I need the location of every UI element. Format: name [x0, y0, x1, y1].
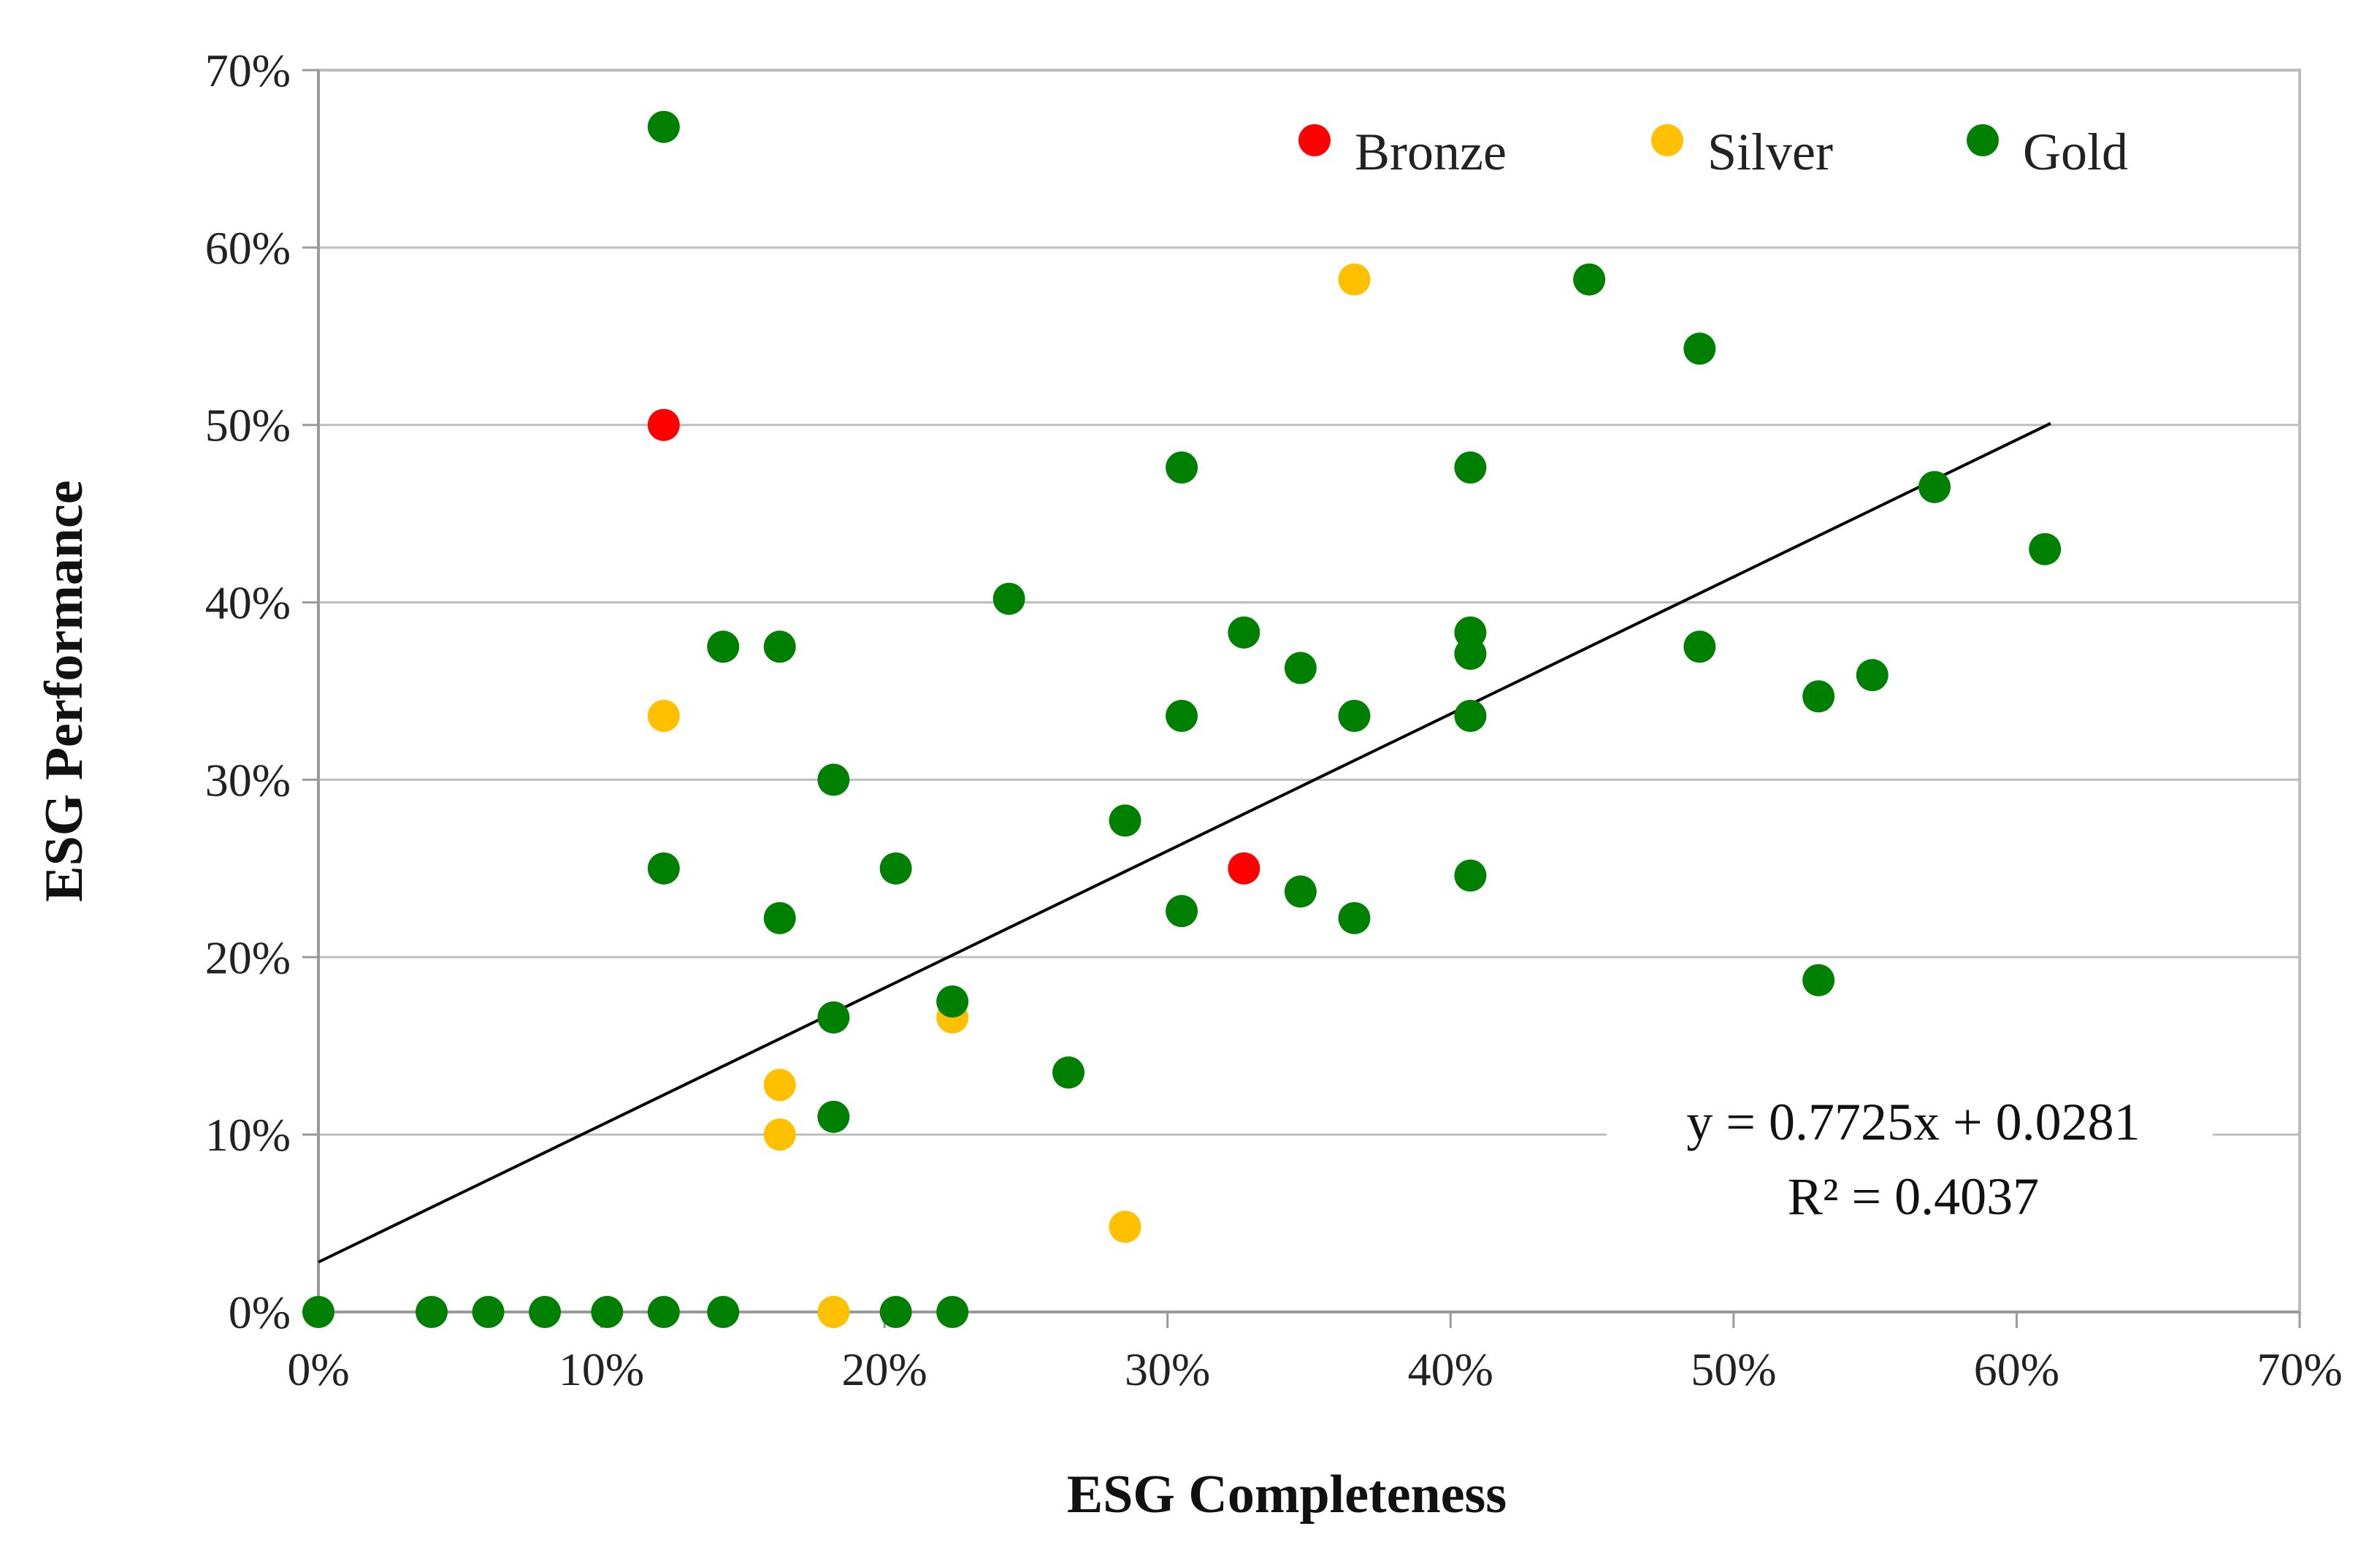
x-tick-label: 70%: [2257, 1343, 2342, 1395]
point-gold: [1802, 964, 1835, 996]
point-gold: [1683, 630, 1716, 663]
legend-bronze-marker: [1298, 124, 1331, 156]
legend-bronze-label: Bronze: [1355, 123, 1507, 181]
point-gold: [1052, 1056, 1085, 1089]
point-gold: [647, 852, 680, 885]
point-bronze: [1228, 852, 1260, 885]
point-silver: [1338, 263, 1371, 296]
point-gold: [1228, 616, 1260, 649]
point-gold: [1284, 875, 1317, 908]
point-gold: [936, 1296, 969, 1328]
y-tick-labels: 0% 10% 20% 30% 40% 50% 60% 70%: [205, 45, 291, 1338]
point-gold: [1802, 680, 1835, 713]
point-gold: [1454, 638, 1487, 670]
legend: Bronze Silver Gold: [1298, 123, 2128, 181]
point-silver: [763, 1069, 796, 1102]
y-axis-title: ESG Performance: [34, 480, 94, 901]
x-tick-label: 20%: [841, 1343, 927, 1395]
point-gold: [817, 1100, 850, 1133]
point-silver: [817, 1296, 850, 1328]
point-gold: [1284, 652, 1317, 684]
legend-silver-label: Silver: [1707, 123, 1833, 181]
x-tick-label: 40%: [1408, 1343, 1493, 1395]
point-gold: [529, 1296, 562, 1328]
trendline: [318, 421, 2051, 1264]
point-gold: [707, 1296, 740, 1328]
y-tick-label: 20%: [205, 931, 291, 983]
y-tick-label: 0%: [229, 1286, 291, 1338]
point-gold: [302, 1296, 334, 1328]
point-silver: [763, 1118, 796, 1151]
point-bronze: [647, 408, 680, 441]
point-gold: [817, 1001, 850, 1034]
trendline-r-squared: R² = 0.4037: [1788, 1167, 2039, 1226]
point-gold: [817, 763, 850, 796]
trendline-equation: y = 0.7725x + 0.0281: [1686, 1093, 2140, 1151]
y-tick-label: 70%: [205, 45, 291, 96]
point-gold: [647, 1296, 680, 1328]
point-gold: [472, 1296, 505, 1328]
point-gold: [1338, 700, 1371, 732]
point-gold: [2029, 533, 2062, 565]
point-gold: [647, 110, 680, 143]
y-tick-label: 10%: [205, 1109, 291, 1161]
point-gold: [1166, 451, 1198, 484]
point-gold: [1454, 451, 1487, 484]
point-gold: [1454, 859, 1487, 892]
point-gold: [1109, 804, 1141, 837]
legend-gold-marker: [1967, 124, 1999, 156]
x-tick-labels: 0% 10% 20% 30% 40% 50% 60% 70%: [287, 1343, 2342, 1395]
point-gold: [1338, 901, 1371, 934]
x-tick-label: 0%: [287, 1343, 349, 1395]
point-gold: [879, 852, 912, 885]
point-gold: [992, 582, 1025, 615]
x-tick-label: 30%: [1125, 1343, 1210, 1395]
point-gold: [707, 630, 740, 663]
point-gold: [936, 985, 969, 1018]
point-gold: [1683, 332, 1716, 365]
point-gold: [1454, 700, 1487, 732]
equation-box: [1607, 1081, 2213, 1235]
y-tick-label: 60%: [205, 222, 291, 274]
data-points: [302, 110, 2062, 1328]
y-tick-label: 30%: [205, 754, 291, 806]
legend-silver-marker: [1651, 124, 1683, 156]
y-tick-label: 50%: [205, 400, 291, 451]
x-axis-title: ESG Completeness: [1067, 1465, 1507, 1525]
point-gold: [1573, 263, 1606, 296]
point-silver: [1109, 1210, 1141, 1243]
point-gold: [1918, 470, 1951, 503]
point-silver: [647, 700, 680, 732]
point-gold: [879, 1296, 912, 1328]
point-gold: [591, 1296, 624, 1328]
point-gold: [416, 1296, 448, 1328]
point-gold: [1166, 700, 1198, 732]
x-tick-label: 60%: [1974, 1343, 2059, 1395]
x-tick-label: 10%: [559, 1343, 644, 1395]
point-gold: [763, 630, 796, 663]
point-gold: [763, 901, 796, 934]
point-gold: [1856, 659, 1889, 692]
legend-gold-label: Gold: [2023, 123, 2128, 181]
y-tick-label: 40%: [205, 577, 291, 629]
x-tick-label: 50%: [1691, 1343, 1776, 1395]
point-gold: [1166, 895, 1198, 928]
